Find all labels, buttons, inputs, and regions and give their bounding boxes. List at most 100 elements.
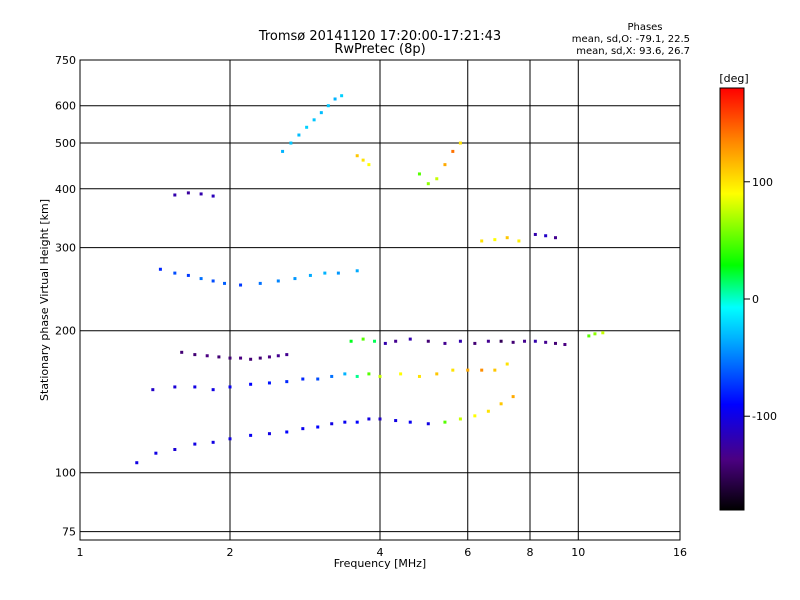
data-point (301, 377, 305, 381)
data-point (473, 341, 477, 345)
data-point (499, 402, 503, 406)
data-point (297, 133, 301, 137)
data-point (443, 163, 447, 167)
data-point (228, 385, 232, 389)
data-point (330, 374, 334, 378)
data-point (417, 374, 421, 378)
data-point (473, 414, 477, 418)
data-point (312, 118, 316, 122)
data-point (426, 182, 430, 186)
data-point (593, 332, 597, 336)
y-axis-ticks: 75 100 200 300 400 500 600 750 (55, 54, 76, 539)
data-point (458, 141, 462, 145)
data-point (193, 353, 197, 357)
data-point (158, 267, 162, 271)
data-point (223, 281, 227, 285)
data-point (333, 97, 337, 101)
colorbar-ticks: 100 0 -100 (744, 176, 777, 423)
data-point (451, 368, 455, 372)
x-tick-label: 16 (673, 546, 687, 559)
data-point (493, 368, 497, 372)
data-point (499, 339, 503, 343)
data-point (553, 236, 557, 240)
data-point (505, 362, 509, 366)
data-point (443, 341, 447, 345)
y-tick-label: 750 (55, 54, 76, 67)
y-tick-label: 500 (55, 137, 76, 150)
y-tick-label: 75 (62, 526, 76, 539)
x-tick-label: 1 (77, 546, 84, 559)
data-point (355, 269, 359, 273)
data-point (367, 163, 371, 167)
y-tick-label: 300 (55, 242, 76, 255)
data-point (466, 368, 470, 372)
chart-subtitle: RwPretec (8p) (334, 42, 425, 57)
data-point (301, 427, 305, 431)
data-point (228, 437, 232, 441)
y-tick-label: 200 (55, 325, 76, 338)
y-tick-label: 400 (55, 183, 76, 196)
data-point (517, 239, 521, 243)
data-point (173, 271, 177, 275)
data-point (493, 238, 497, 242)
data-point (193, 442, 197, 446)
data-point (340, 94, 344, 98)
data-point (451, 149, 455, 153)
data-point (151, 388, 155, 392)
data-point (343, 372, 347, 376)
data-point (486, 409, 490, 413)
data-point (355, 374, 359, 378)
data-point (511, 340, 515, 344)
data-point (417, 172, 421, 176)
data-point (289, 141, 293, 145)
x-axis-label: Frequency [MHz] (334, 557, 426, 570)
phase-stats-x: mean, sd,X: 93.6, 26.7 (576, 46, 690, 57)
colorbar-tick-label: 0 (752, 293, 759, 306)
data-point (458, 339, 462, 343)
data-point (323, 271, 327, 275)
colorbar-tick-label: -100 (752, 410, 777, 423)
data-point (435, 372, 439, 376)
x-tick-label: 8 (527, 546, 534, 559)
x-axis-ticks: 1 2 4 6 8 10 16 (77, 546, 688, 559)
data-point (199, 192, 203, 196)
data-point (443, 420, 447, 424)
data-point (211, 388, 215, 392)
y-axis-label: Stationary phase Virtual Height [km] (38, 199, 51, 401)
data-point (228, 356, 232, 360)
phase-stats-heading: Phases (627, 22, 662, 33)
data-point (249, 433, 253, 437)
data-point (601, 331, 605, 335)
data-point (205, 354, 209, 358)
x-tick-label: 10 (571, 546, 585, 559)
data-point (239, 356, 243, 360)
data-point (285, 380, 289, 384)
data-point (544, 340, 548, 344)
data-point (563, 343, 567, 347)
data-point (285, 353, 289, 357)
data-point (211, 440, 215, 444)
data-point (267, 355, 271, 359)
data-point (154, 451, 158, 455)
data-point (435, 177, 439, 181)
data-point (383, 341, 387, 345)
data-points (135, 94, 605, 465)
colorbar-tick-label: 100 (752, 176, 773, 189)
data-point (336, 271, 340, 275)
data-point (544, 234, 548, 238)
data-point (135, 461, 139, 465)
y-tick-label: 100 (55, 467, 76, 480)
data-point (186, 191, 190, 195)
data-point (361, 337, 365, 341)
phase-stats-o: mean, sd,O: -79.1, 22.5 (572, 34, 690, 45)
data-point (180, 350, 184, 354)
data-point (258, 356, 262, 360)
data-point (249, 357, 253, 361)
data-point (239, 283, 243, 287)
data-point (408, 337, 412, 341)
data-point (355, 420, 359, 424)
data-point (505, 236, 509, 240)
data-point (480, 368, 484, 372)
